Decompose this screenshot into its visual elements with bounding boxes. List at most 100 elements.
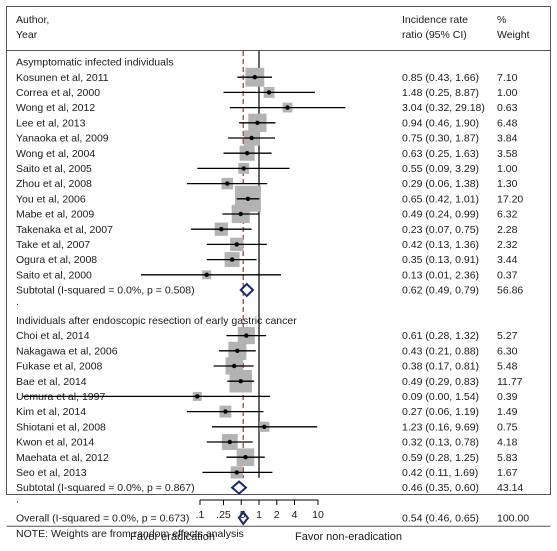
point-estimate — [225, 181, 230, 186]
subtotal-label: Subtotal (I-squared = 0.0%, p = 0.867) — [16, 482, 195, 494]
study-label: You et al, 2006 — [16, 193, 86, 205]
study-ci-text: 0.59 (0.28, 1.25) — [402, 452, 479, 464]
point-estimate — [244, 151, 250, 156]
study-weight-text: 3.58 — [497, 148, 518, 160]
study-label: Kosunen et al, 2011 — [16, 72, 109, 84]
x-tick-label: 4 — [292, 509, 298, 521]
study-weight-text: 1.00 — [497, 163, 518, 175]
subtotal-diamond — [239, 282, 255, 298]
study-weight-text: 1.67 — [497, 467, 518, 479]
x-tick-label: .5 — [237, 509, 246, 521]
favor-right-label: Favor non-eradication — [295, 531, 402, 543]
study-weight-text: 6.48 — [497, 117, 518, 129]
study-weight-text: 6.30 — [497, 345, 518, 357]
x-tick-label: 10 — [312, 509, 324, 521]
subtotal-weight-text: 43.14 — [497, 482, 523, 494]
study-label: Mabe et al, 2009 — [16, 209, 94, 221]
study-weight-text: 2.28 — [497, 224, 518, 236]
study-ci-text: 0.13 (0.01, 2.36) — [402, 269, 479, 281]
study-weight-text: 4.18 — [497, 437, 518, 449]
x-tick-label: 1 — [256, 509, 262, 521]
study-ci-text: 0.09 (0.00, 1.54) — [402, 391, 479, 403]
point-estimate — [204, 272, 209, 277]
group-label: Individuals after endoscopic resection o… — [16, 315, 297, 327]
point-estimate — [234, 470, 239, 475]
subtotal-ci-text: 0.62 (0.49, 0.79) — [402, 285, 479, 297]
study-ci-text: 0.43 (0.21, 0.88) — [402, 345, 479, 357]
x-tick-label: .25 — [216, 509, 231, 521]
subtotal-diamond — [230, 480, 248, 495]
study-label: Takenaka et al, 2007 — [16, 224, 113, 236]
study-ci-text: 0.94 (0.46, 1.90) — [402, 117, 479, 129]
favor-left-label: Favor eradication — [130, 531, 215, 543]
header-year: Year — [16, 29, 38, 41]
study-ci-text: 0.75 (0.30, 1.87) — [402, 133, 479, 145]
header-ci: ratio (95% CI) — [402, 29, 467, 41]
study-weight-text: 0.63 — [497, 102, 518, 114]
study-label: Seo et al, 2013 — [16, 467, 87, 479]
study-label: Yanaoka et al, 2009 — [16, 133, 109, 145]
point-estimate — [219, 227, 224, 232]
header-percent: % — [497, 14, 506, 26]
study-ci-text: 1.23 (0.16, 9.69) — [402, 421, 479, 433]
subtotal-weight-text: 56.86 — [497, 285, 523, 297]
study-label: Kim et al, 2014 — [16, 406, 86, 418]
header-weight: Weight — [497, 29, 530, 41]
overall-ci-text: 0.54 (0.46, 0.65) — [402, 513, 479, 525]
study-weight-text: 5.27 — [497, 330, 518, 342]
study-weight-text: 5.83 — [497, 452, 518, 464]
study-ci-text: 0.61 (0.28, 1.32) — [402, 330, 479, 342]
point-estimate — [266, 90, 272, 95]
header-ratio: Incidence rate — [402, 14, 468, 26]
study-weight-text: 11.77 — [497, 376, 523, 388]
point-estimate — [238, 379, 243, 384]
study-label: Maehata et al, 2012 — [16, 452, 109, 464]
study-weight-text: 0.37 — [497, 269, 518, 281]
study-ci-text: 0.35 (0.13, 0.91) — [402, 254, 479, 266]
point-estimate — [235, 348, 240, 353]
study-weight-text: 7.10 — [497, 72, 518, 84]
point-estimate — [285, 105, 290, 110]
study-label: Bae et al, 2014 — [16, 376, 87, 388]
study-ci-text: 0.49 (0.24, 0.99) — [402, 209, 479, 221]
point-estimate — [195, 394, 200, 399]
study-ci-text: 0.27 (0.06, 1.19) — [402, 406, 479, 418]
study-ci-text: 1.48 (0.25, 8.87) — [402, 87, 479, 99]
study-weight-text: 17.20 — [497, 193, 523, 205]
study-ci-text: 0.23 (0.07, 0.75) — [402, 224, 479, 236]
spacer-dot: . — [16, 493, 19, 505]
study-label: Fukase et al, 2008 — [16, 361, 103, 373]
group-label: Asymptomatic infected individuals — [16, 57, 174, 69]
point-estimate — [244, 333, 249, 338]
study-ci-text: 0.55 (0.09, 3.29) — [402, 163, 479, 175]
study-label: Wong et al, 2012 — [16, 102, 95, 114]
point-estimate — [241, 166, 246, 171]
point-estimate — [229, 257, 235, 262]
study-label: Saito et al, 2000 — [16, 269, 92, 281]
study-label: Kwon et al, 2014 — [16, 437, 94, 449]
footnote: NOTE: Weights are from random effects an… — [16, 528, 244, 540]
study-label: Saito et al, 2005 — [16, 163, 92, 175]
point-estimate — [262, 424, 267, 429]
point-estimate — [243, 455, 248, 460]
point-estimate — [234, 242, 239, 247]
point-estimate — [245, 196, 251, 201]
study-weight-text: 1.00 — [497, 87, 518, 99]
study-weight-text: 3.44 — [497, 254, 518, 266]
study-ci-text: 0.38 (0.17, 0.81) — [402, 361, 479, 373]
study-ci-text: 0.49 (0.29, 0.83) — [402, 376, 479, 388]
subtotal-label: Subtotal (I-squared = 0.0%, p = 0.508) — [16, 285, 195, 297]
study-weight-text: 0.39 — [497, 391, 518, 403]
overall-weight-text: 100.00 — [497, 513, 529, 525]
study-ci-text: 0.42 (0.11, 1.69) — [402, 467, 478, 479]
study-ci-text: 0.32 (0.13, 0.78) — [402, 437, 479, 449]
point-estimate — [249, 135, 254, 141]
study-weight-text: 0.75 — [497, 421, 518, 433]
study-ci-text: 0.85 (0.43, 1.66) — [402, 72, 479, 84]
study-label: Zhou et al, 2008 — [16, 178, 92, 190]
point-estimate — [255, 120, 260, 126]
study-ci-text: 0.65 (0.42, 1.01) — [402, 193, 479, 205]
study-label: Nakagawa et al, 2006 — [16, 345, 118, 357]
study-label: Wong et al, 2004 — [16, 148, 95, 160]
x-tick-label: .1 — [196, 509, 205, 521]
